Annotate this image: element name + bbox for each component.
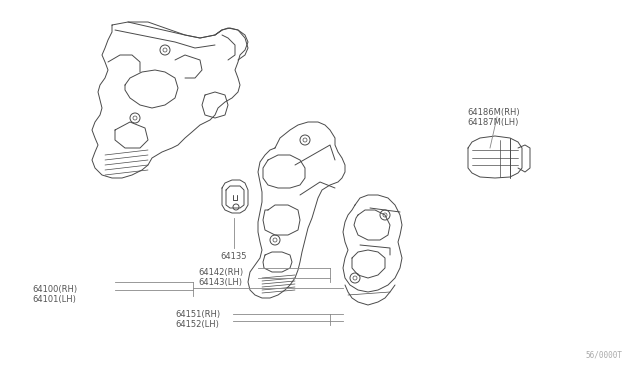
Text: 64135: 64135 [221, 252, 247, 261]
Text: 64151(RH)
64152(LH): 64151(RH) 64152(LH) [175, 310, 220, 329]
Text: 64186M(RH)
64187M(LH): 64186M(RH) 64187M(LH) [467, 108, 520, 127]
Text: 64100(RH)
64101(LH): 64100(RH) 64101(LH) [32, 285, 77, 304]
Text: 64142(RH)
64143(LH): 64142(RH) 64143(LH) [198, 268, 243, 288]
Text: 56/0000T: 56/0000T [585, 351, 622, 360]
